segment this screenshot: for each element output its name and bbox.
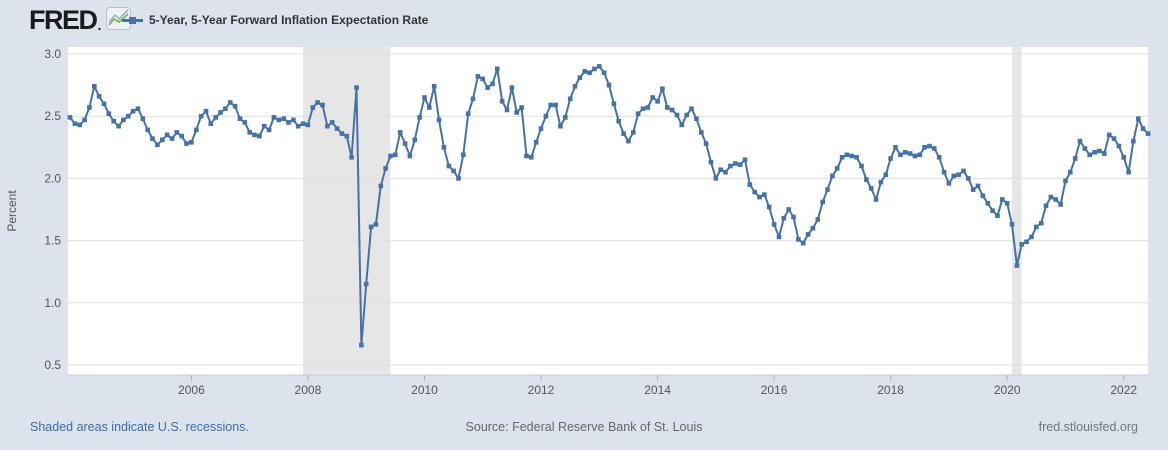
svg-text:0.5: 0.5 [44,358,61,372]
svg-text:2006: 2006 [178,383,205,397]
svg-text:1.0: 1.0 [44,296,61,310]
svg-text:3.0: 3.0 [44,47,61,61]
svg-text:1.5: 1.5 [44,234,61,248]
fred-logo-mark: . [97,17,102,33]
legend-item[interactable]: 5-Year, 5-Year Forward Inflation Expecta… [122,0,428,40]
svg-text:2018: 2018 [877,383,904,397]
legend-label: 5-Year, 5-Year Forward Inflation Expecta… [149,13,429,27]
fred-site-link[interactable]: fred.stlouisfed.org [1038,420,1138,434]
svg-text:2.0: 2.0 [44,171,61,185]
svg-text:2014: 2014 [644,383,671,397]
fred-logo[interactable]: FRED. [29,4,132,35]
fred-logo-text: FRED [29,4,98,35]
chart-footer: Shaded areas indicate U.S. recessions. S… [0,417,1168,437]
svg-text:2020: 2020 [994,383,1021,397]
source-text: Source: Federal Reserve Bank of St. Loui… [465,420,703,434]
recession-note-link[interactable]: Shaded areas indicate U.S. recessions. [30,420,249,434]
svg-text:2016: 2016 [761,383,788,397]
svg-text:2008: 2008 [295,383,322,397]
fred-sparkline-icon [106,6,132,35]
legend-marker-icon [122,16,143,24]
svg-text:2010: 2010 [411,383,438,397]
chart-header: FRED. 5-Year, 5-Year Forward Inflation E… [0,0,1168,40]
svg-text:2012: 2012 [528,383,555,397]
svg-text:Percent: Percent [5,190,19,232]
svg-text:2022: 2022 [1110,383,1137,397]
svg-text:2.5: 2.5 [44,109,61,123]
